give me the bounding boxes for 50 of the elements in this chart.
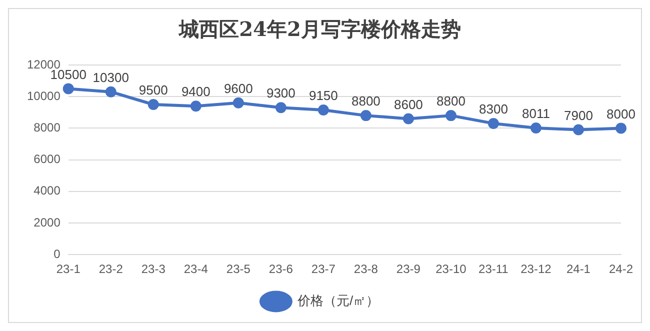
data-label: 8011	[522, 106, 550, 122]
point	[445, 110, 456, 122]
point	[530, 122, 542, 134]
x-tick-label: 23-8	[354, 262, 378, 276]
y-tick-label: 2000	[34, 215, 61, 230]
data-label: 9500	[138, 82, 168, 98]
x-tick-label: 24-2	[608, 262, 634, 276]
x-tick-label: 23-2	[98, 262, 124, 276]
legend-label: 价格（元/㎡）	[296, 293, 380, 308]
point	[105, 86, 116, 98]
x-tick-label: 24-1	[566, 262, 591, 276]
point	[615, 122, 626, 134]
x-tick-label: 23-12	[520, 262, 552, 276]
data-label: 8600	[394, 96, 423, 112]
y-tick-label: 0	[54, 246, 61, 261]
x-tick-label: 23-5	[226, 262, 251, 276]
point	[190, 100, 202, 112]
y-tick-label: 4000	[34, 184, 61, 198]
point	[148, 99, 159, 110]
y-tick-label: 6000	[34, 152, 61, 166]
data-label: 9600	[224, 81, 253, 96]
x-tick-label: 23-1	[56, 262, 81, 276]
data-label: 8800	[351, 94, 380, 109]
point	[572, 124, 584, 136]
x-tick-label: 23-9	[396, 262, 421, 276]
data-label: 10300	[92, 70, 129, 85]
x-tick-label: 23-7	[311, 262, 336, 276]
data-label: 8000	[606, 106, 636, 122]
x-tick-label: 23-3	[141, 262, 166, 276]
data-label: 8800	[436, 94, 466, 109]
data-label: 7900	[564, 108, 593, 123]
x-tick-label: 23-10	[436, 262, 467, 276]
y-tick-label: 8000	[34, 120, 61, 135]
y-tick-label: 10000	[26, 88, 61, 103]
point	[275, 102, 286, 114]
point	[360, 110, 372, 122]
x-tick-label: 23-11	[478, 262, 509, 276]
data-label: 9400	[181, 84, 210, 100]
y-tick-label: 12000	[26, 57, 61, 72]
data-label: 8300	[479, 102, 508, 117]
data-label: 9300	[266, 86, 296, 101]
chart-title: 城西区24年2月写字楼价格走势	[178, 17, 461, 42]
x-tick-label: 23-6	[268, 262, 294, 276]
point	[232, 97, 244, 108]
point	[488, 118, 499, 129]
point	[402, 113, 414, 124]
point	[318, 104, 329, 116]
x-tick-label: 23-4	[184, 262, 208, 276]
point	[62, 83, 74, 94]
data-label: 9150	[308, 88, 338, 104]
